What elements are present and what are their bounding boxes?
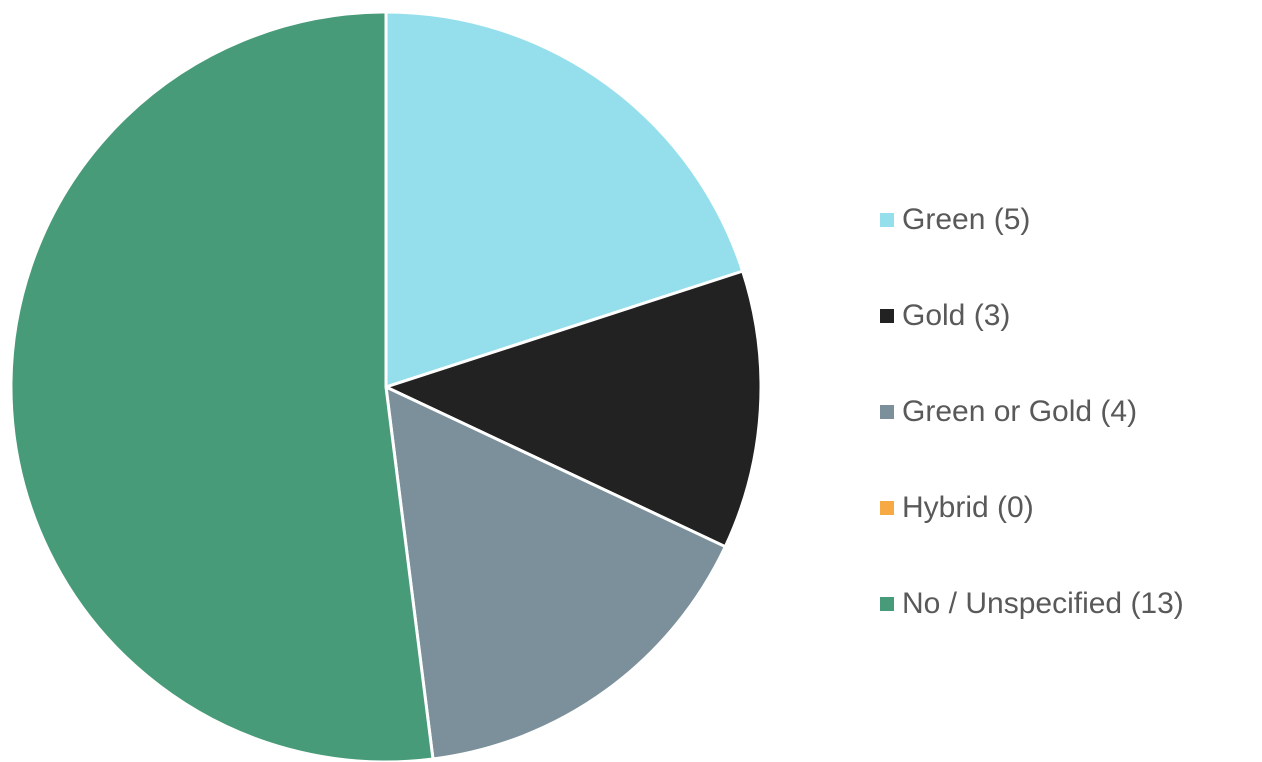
legend-label-gold: Gold (3) bbox=[902, 299, 1011, 332]
legend-item-hybrid: Hybrid (0) bbox=[880, 460, 1184, 556]
legend-swatch-gold bbox=[880, 309, 894, 323]
pie-slice-green bbox=[384, 10, 745, 389]
legend-item-gold: Gold (3) bbox=[880, 268, 1184, 364]
legend-item-no-unspecified: No / Unspecified (13) bbox=[880, 556, 1184, 652]
legend-swatch-no-unspecified bbox=[880, 597, 894, 611]
legend-swatch-green bbox=[880, 213, 894, 227]
legend-label-hybrid: Hybrid (0) bbox=[902, 491, 1034, 524]
pie-slice-no-unspecified bbox=[9, 10, 435, 762]
legend-item-green: Green (5) bbox=[880, 172, 1184, 268]
legend-swatch-hybrid bbox=[880, 501, 894, 515]
pie-slice-gold bbox=[384, 269, 763, 549]
legend: Green (5) Gold (3) Green or Gold (4) Hyb… bbox=[880, 172, 1184, 652]
legend-label-no-unspecified: No / Unspecified (13) bbox=[902, 587, 1184, 620]
legend-item-green-or-gold: Green or Gold (4) bbox=[880, 364, 1184, 460]
legend-swatch-green-or-gold bbox=[880, 405, 894, 419]
legend-label-green: Green (5) bbox=[902, 203, 1031, 236]
pie-slice-green-or-gold bbox=[384, 385, 727, 761]
legend-label-green-or-gold: Green or Gold (4) bbox=[902, 395, 1138, 428]
pie-slices bbox=[9, 10, 763, 762]
